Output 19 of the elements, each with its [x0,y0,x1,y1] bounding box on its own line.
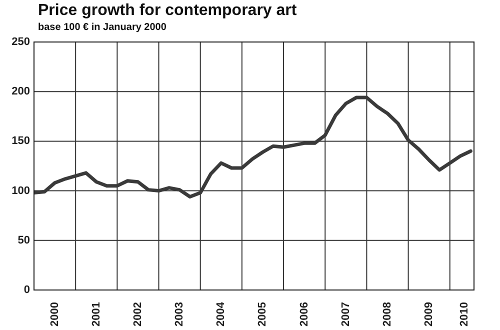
y-tick-label: 0 [24,284,30,296]
x-tick-label: 2006 [298,302,310,326]
chart-subtitle: base 100 € in January 2000 [38,22,166,33]
x-tick-label: 2002 [132,302,144,326]
x-tick-label: 2004 [215,301,228,326]
chart-title: Price growth for contemporary art [38,2,297,20]
x-tick-label: 2003 [174,302,186,326]
x-tick-label: 2007 [340,302,352,326]
y-tick-label: 100 [12,184,30,197]
y-tick-label: 250 [12,36,30,48]
x-tick-label: 2005 [256,302,269,326]
y-tick-label: 50 [18,234,30,246]
y-tick-label: 200 [12,86,30,98]
x-tick-label: 2010 [458,302,470,326]
y-tick-label: 150 [12,135,30,148]
x-tick-label: 2000 [48,302,61,326]
x-tick-label: 2001 [90,302,102,326]
x-tick-label: 2008 [381,302,394,326]
x-tick-label: 2009 [423,302,436,326]
